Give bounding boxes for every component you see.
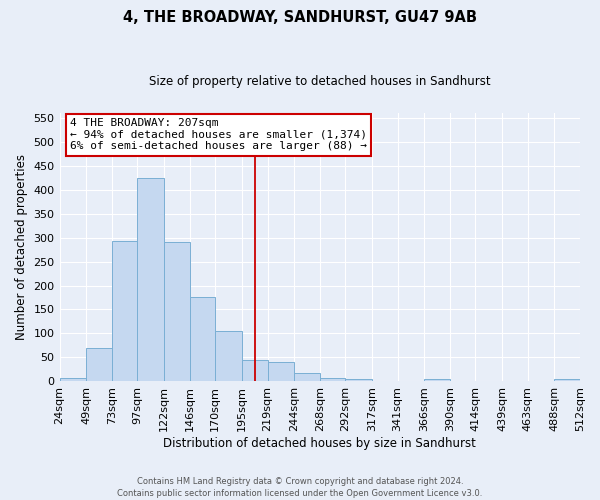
Bar	[86, 348, 112, 382]
X-axis label: Distribution of detached houses by size in Sandhurst: Distribution of detached houses by size …	[163, 437, 476, 450]
Bar	[268, 362, 294, 382]
Text: Contains HM Land Registry data © Crown copyright and database right 2024.
Contai: Contains HM Land Registry data © Crown c…	[118, 476, 482, 498]
Bar	[294, 374, 320, 382]
Bar	[190, 298, 215, 382]
Bar	[215, 330, 242, 382]
Bar	[164, 242, 190, 382]
Bar	[554, 379, 580, 382]
Text: 4 THE BROADWAY: 207sqm
← 94% of detached houses are smaller (1,374)
6% of semi-d: 4 THE BROADWAY: 207sqm ← 94% of detached…	[70, 118, 367, 152]
Bar	[59, 378, 86, 382]
Bar	[242, 360, 268, 382]
Bar	[320, 378, 346, 382]
Bar	[112, 242, 137, 382]
Bar	[424, 379, 450, 382]
Bar	[137, 178, 164, 382]
Bar	[346, 379, 372, 382]
Y-axis label: Number of detached properties: Number of detached properties	[15, 154, 28, 340]
Title: Size of property relative to detached houses in Sandhurst: Size of property relative to detached ho…	[149, 75, 491, 88]
Text: 4, THE BROADWAY, SANDHURST, GU47 9AB: 4, THE BROADWAY, SANDHURST, GU47 9AB	[123, 10, 477, 25]
